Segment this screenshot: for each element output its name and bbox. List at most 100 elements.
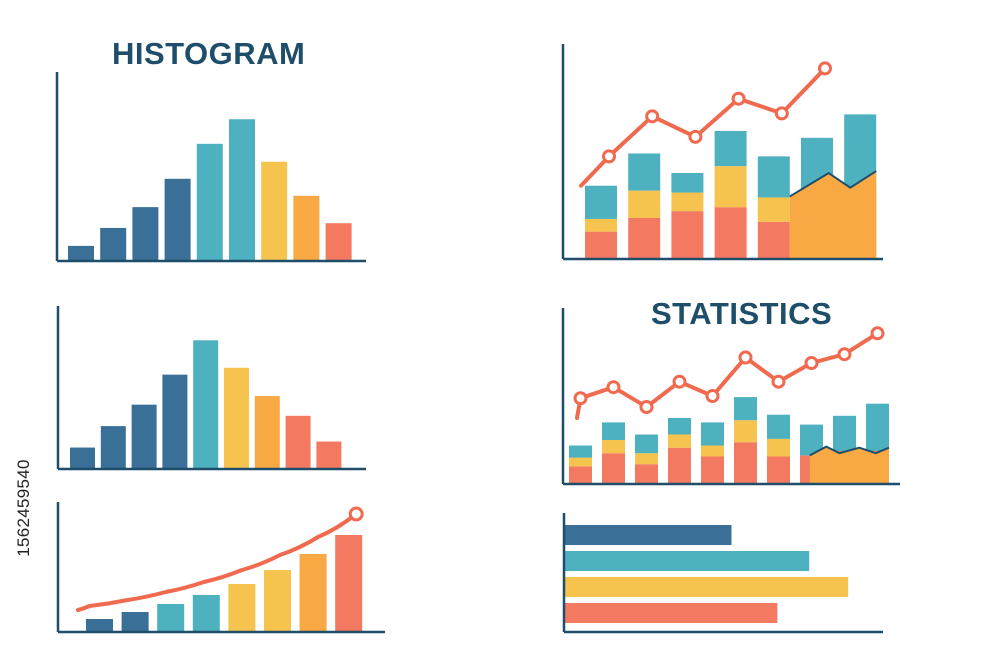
bar-segment — [757, 156, 790, 198]
trend-point — [348, 506, 364, 522]
bar-segment — [701, 445, 724, 457]
bar — [164, 178, 191, 261]
bar-segment — [800, 424, 823, 456]
trend-point — [837, 347, 852, 362]
bar-segment — [635, 453, 658, 465]
bar-segment — [585, 231, 617, 259]
bar-segment — [569, 466, 592, 484]
bar-segment — [734, 442, 757, 484]
bar — [228, 584, 256, 632]
bar — [254, 396, 280, 469]
bar-segment — [671, 192, 704, 212]
bar-segment — [602, 440, 625, 454]
bar-segment — [569, 445, 592, 458]
bar — [564, 525, 732, 545]
bar — [564, 577, 849, 597]
bar — [316, 441, 342, 469]
bar-segment — [602, 422, 625, 440]
bar — [285, 415, 311, 469]
trend-point — [688, 129, 703, 144]
bar — [264, 570, 291, 632]
bar-segment — [714, 207, 747, 259]
trend-line — [575, 331, 880, 420]
bar-segment — [701, 422, 724, 446]
stacked-top-right — [561, 44, 883, 261]
bar — [196, 143, 223, 261]
bar — [132, 207, 159, 261]
stacked-middle-right — [561, 308, 900, 486]
trend-point — [804, 356, 819, 370]
trend-point — [771, 374, 786, 389]
bar-segment — [767, 414, 790, 439]
bar-segment — [866, 403, 889, 451]
horizontal-bottom-right — [562, 513, 883, 634]
bar-segment — [635, 434, 658, 454]
bar-segment — [585, 185, 617, 219]
bar-segment — [734, 420, 757, 443]
trend-point — [738, 350, 753, 365]
bar — [229, 119, 255, 261]
bar-segment — [767, 438, 790, 457]
histogram-title: HISTOGRAM — [112, 36, 306, 71]
trend-line — [76, 512, 359, 612]
bar — [131, 404, 157, 469]
bar-segment — [628, 153, 661, 191]
bar-segment — [714, 166, 747, 208]
bar-segment — [635, 464, 658, 484]
bar-segment — [767, 456, 790, 484]
bar-segment — [585, 218, 617, 232]
bar — [70, 447, 95, 469]
bar-segment — [734, 397, 757, 421]
bar-segment — [628, 217, 661, 259]
histogram-top-left — [55, 72, 366, 263]
bar — [121, 612, 149, 632]
bar-segment — [671, 211, 704, 259]
bar — [564, 551, 810, 571]
bar — [192, 595, 220, 632]
bar — [293, 195, 320, 261]
trend-point — [573, 391, 588, 406]
trend-point — [602, 149, 616, 164]
bar-segment — [671, 173, 704, 193]
bar-segment — [757, 197, 790, 222]
bar-segment — [714, 130, 747, 167]
growth-bottom-left — [56, 502, 385, 634]
bar-segment — [668, 418, 691, 435]
bar-segment — [833, 415, 856, 451]
statistics-title: STATISTICS — [651, 296, 833, 331]
histogram-middle-left — [56, 306, 366, 471]
bar-segment — [602, 453, 625, 484]
bar — [261, 161, 288, 261]
bar — [86, 619, 113, 632]
highlight-edge — [789, 170, 877, 198]
bar-segment — [757, 221, 790, 259]
trend-point — [870, 326, 885, 341]
highlight-area — [809, 446, 889, 484]
bar-segment — [569, 457, 592, 467]
bar — [100, 426, 126, 469]
bar-segment — [628, 190, 661, 218]
highlight-edge — [809, 445, 890, 457]
bar — [193, 340, 219, 469]
bar — [325, 223, 352, 261]
highlight-area — [789, 171, 877, 259]
trend-point — [705, 389, 720, 403]
bar — [68, 245, 94, 261]
bar-segment — [701, 456, 724, 484]
bar-segment — [668, 447, 691, 484]
trend-point — [645, 109, 660, 124]
trend-point — [731, 91, 746, 106]
bar — [335, 535, 363, 632]
bar — [299, 554, 327, 632]
bar — [100, 227, 127, 261]
trend-point — [639, 400, 654, 414]
bar-segment — [668, 434, 691, 448]
bar — [162, 374, 188, 469]
trend-point — [818, 61, 832, 76]
bar — [224, 367, 249, 469]
trend-point — [774, 106, 789, 121]
bar — [564, 603, 778, 623]
trend-point — [606, 380, 621, 395]
bar — [157, 604, 185, 632]
